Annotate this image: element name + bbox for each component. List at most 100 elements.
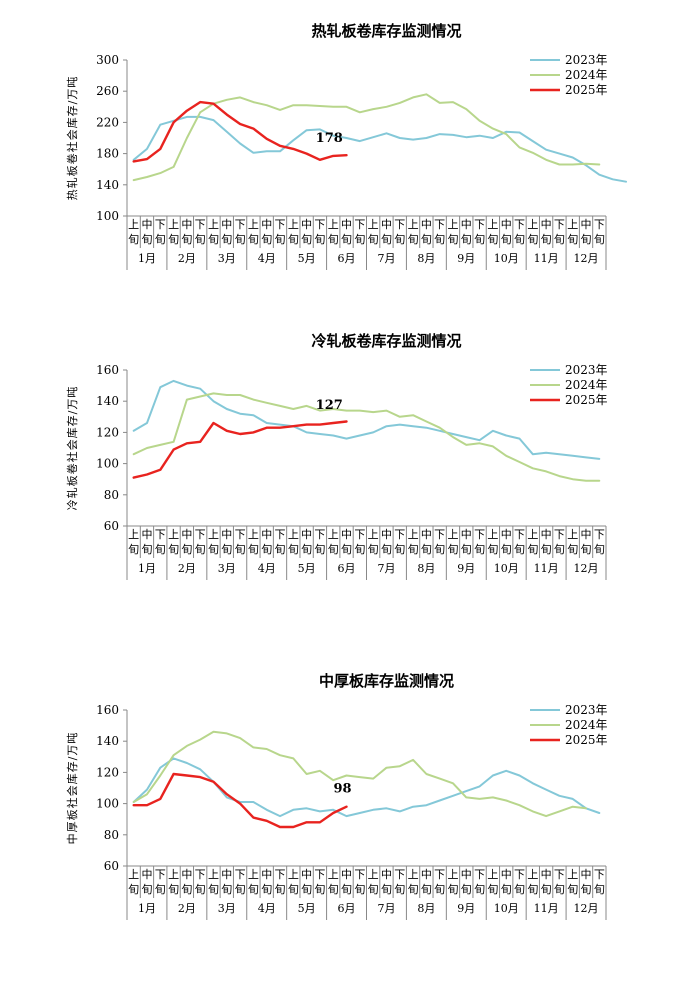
x-period-label-bottom: 旬 [381,233,392,246]
x-period-label-top: 下 [594,868,605,881]
x-period-label-bottom: 旬 [314,233,325,246]
x-period-label-top: 下 [195,868,206,881]
x-period-label-bottom: 旬 [341,233,352,246]
x-period-label-bottom: 旬 [594,883,605,896]
x-period-label-top: 上 [487,868,498,881]
x-period-label-top: 上 [447,218,458,231]
x-period-label-bottom: 旬 [501,233,512,246]
x-period-label-bottom: 旬 [368,233,379,246]
x-period-label-top: 上 [168,868,179,881]
x-period-label-top: 上 [328,528,339,541]
x-period-label-bottom: 旬 [301,233,312,246]
x-period-label-top: 上 [248,528,259,541]
x-month-label: 12月 [574,902,599,915]
x-period-label-top: 上 [447,868,458,881]
value-annotation: 98 [333,782,351,797]
chart-title: 中厚板库存监测情况 [319,672,454,690]
x-month-label: 6月 [338,252,356,265]
x-period-label-bottom: 旬 [474,543,485,556]
x-period-label-bottom: 旬 [434,543,445,556]
x-period-label-bottom: 旬 [288,543,299,556]
x-month-label: 7月 [377,562,395,575]
x-period-label-top: 中 [461,218,472,231]
x-period-label-bottom: 旬 [541,883,552,896]
x-period-label-top: 中 [341,868,352,881]
x-period-label-bottom: 旬 [381,543,392,556]
x-period-label-top: 中 [421,528,432,541]
x-period-label-top: 下 [195,528,206,541]
series-line-2024年 [132,730,587,818]
x-period-label-top: 中 [461,868,472,881]
x-period-label-bottom: 旬 [394,883,405,896]
x-period-label-top: 下 [235,218,246,231]
x-period-label-top: 下 [554,218,565,231]
x-month-label: 3月 [218,902,236,915]
y-tick-label: 140 [96,178,119,192]
x-period-label-top: 下 [155,868,166,881]
x-period-label-bottom: 旬 [288,883,299,896]
x-period-label-bottom: 旬 [487,543,498,556]
x-period-label-bottom: 旬 [314,883,325,896]
x-period-label-bottom: 旬 [328,543,339,556]
x-period-label-top: 下 [514,528,525,541]
x-period-label-top: 上 [128,218,139,231]
y-tick-label: 80 [104,828,119,842]
x-period-label-bottom: 旬 [261,883,272,896]
x-period-label-bottom: 旬 [221,543,232,556]
x-period-label-bottom: 旬 [514,233,525,246]
x-period-label-bottom: 旬 [461,883,472,896]
x-period-label-top: 下 [434,528,445,541]
x-month-label: 2月 [178,562,196,575]
x-period-label-bottom: 旬 [581,233,592,246]
x-period-label-top: 中 [541,528,552,541]
x-period-label-bottom: 旬 [301,883,312,896]
x-period-label-bottom: 旬 [368,883,379,896]
x-period-label-top: 中 [221,528,232,541]
legend-label-2024年: 2024年 [565,68,608,82]
x-period-label-bottom: 旬 [447,233,458,246]
x-period-label-bottom: 旬 [248,233,259,246]
x-period-label-top: 下 [235,868,246,881]
x-period-label-bottom: 旬 [248,883,259,896]
y-axis-label: 热轧板卷社会库存/万吨 [65,76,79,201]
x-period-label-top: 中 [301,218,312,231]
x-period-label-top: 中 [261,218,272,231]
chart-title: 冷轧板卷库存监测情况 [311,332,461,350]
x-period-label-bottom: 旬 [328,233,339,246]
x-month-label: 5月 [298,562,316,575]
chart-panel-hot-rolled: 热轧板卷库存监测情况 100 140 180 220 260 300 热轧板卷社会库存/万吨上… [0,0,685,290]
x-period-label-top: 中 [141,218,152,231]
x-period-label-bottom: 旬 [208,233,219,246]
x-period-label-bottom: 旬 [487,233,498,246]
x-period-label-top: 中 [341,218,352,231]
legend-label-2024年: 2024年 [565,378,608,392]
x-period-label-bottom: 旬 [421,233,432,246]
x-period-label-top: 下 [314,218,325,231]
x-period-label-top: 下 [474,218,485,231]
x-period-label-bottom: 旬 [527,543,538,556]
legend-label-2025年: 2025年 [565,83,608,97]
x-period-label-bottom: 旬 [567,233,578,246]
x-period-label-bottom: 旬 [314,543,325,556]
x-period-label-top: 下 [354,218,365,231]
x-period-label-top: 下 [394,528,405,541]
x-period-label-top: 上 [567,218,578,231]
x-period-label-top: 下 [434,868,445,881]
x-period-label-bottom: 旬 [261,543,272,556]
x-period-label-top: 上 [368,218,379,231]
x-period-label-bottom: 旬 [288,233,299,246]
x-period-label-top: 中 [421,218,432,231]
y-tick-label: 300 [96,53,119,67]
y-axis-label: 中厚板社会库存/万吨 [65,732,79,845]
x-period-label-bottom: 旬 [514,543,525,556]
x-period-label-top: 上 [208,218,219,231]
y-tick-label: 100 [96,457,119,471]
x-period-label-bottom: 旬 [447,543,458,556]
x-period-label-bottom: 旬 [341,883,352,896]
x-period-label-top: 上 [208,528,219,541]
x-period-label-bottom: 旬 [128,233,139,246]
x-period-label-bottom: 旬 [341,543,352,556]
x-period-label-top: 中 [181,528,192,541]
x-period-label-top: 上 [567,528,578,541]
x-period-label-bottom: 旬 [275,543,286,556]
